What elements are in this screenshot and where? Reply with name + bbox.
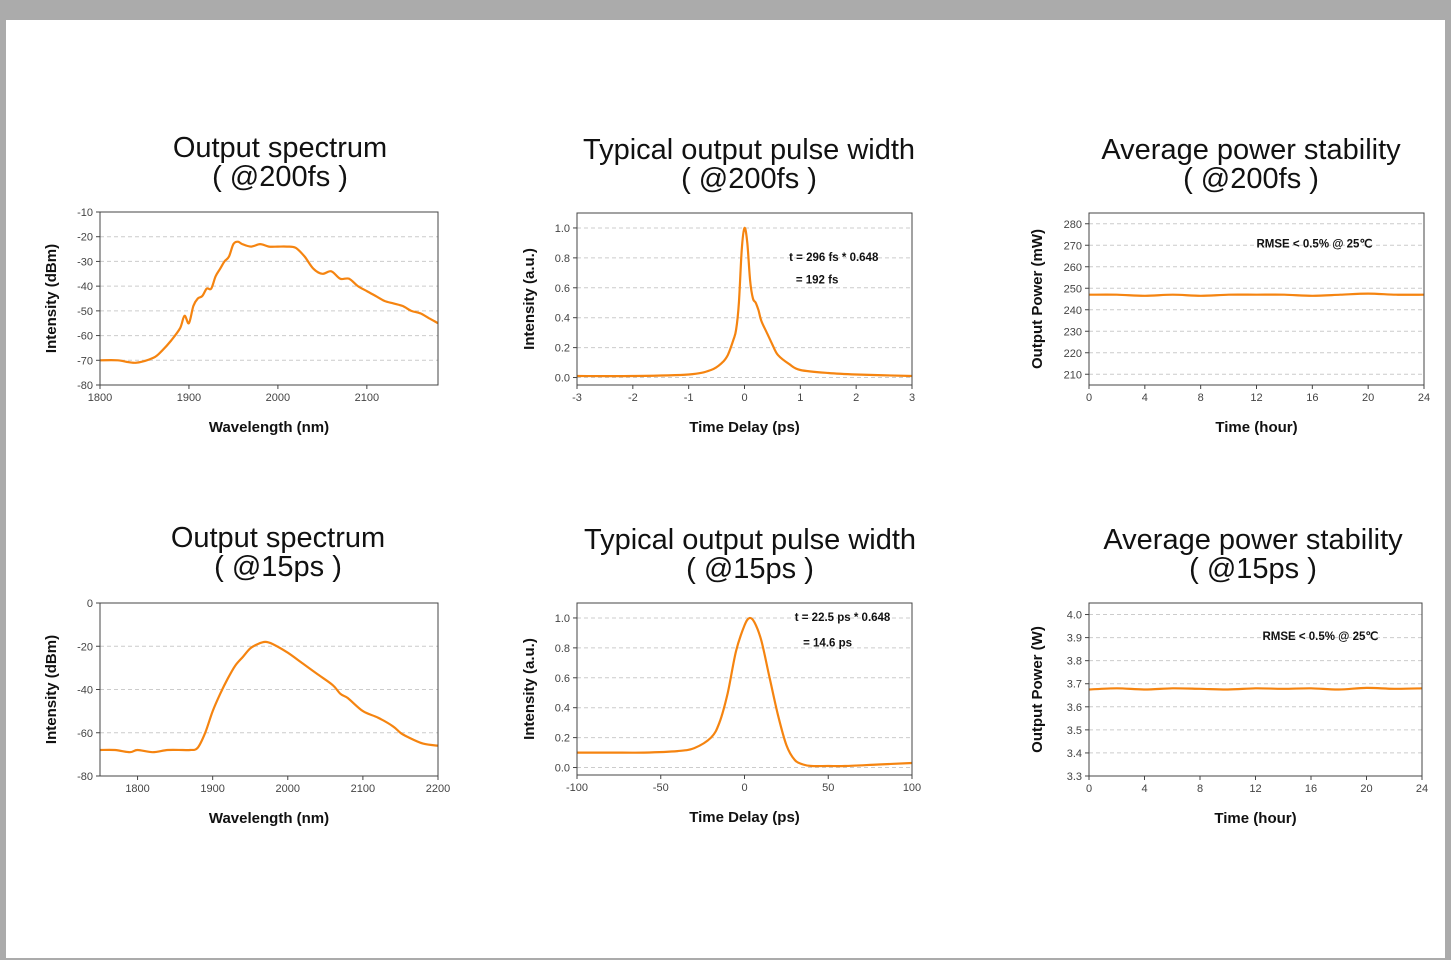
page-frame: [0, 0, 1451, 960]
